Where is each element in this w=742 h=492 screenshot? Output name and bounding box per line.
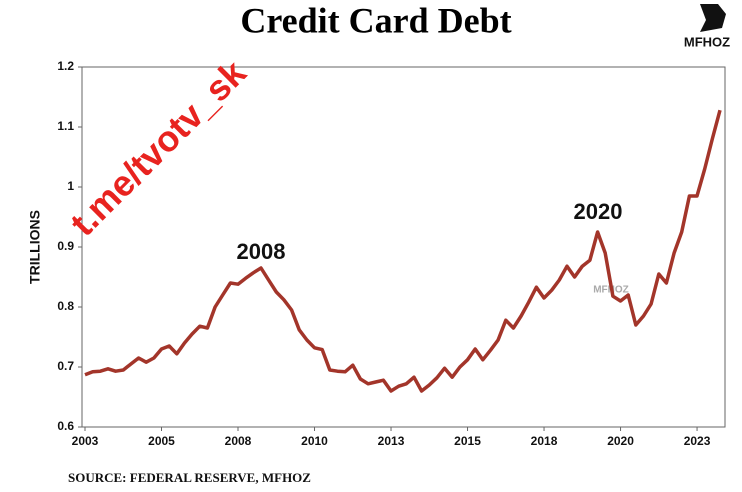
x-tick-label: 2013 <box>378 434 405 448</box>
brand-logo: MFHOZ <box>684 34 730 49</box>
line-series <box>84 109 722 393</box>
x-tick-label: 2015 <box>454 434 481 448</box>
annotation: 2008 <box>237 239 286 264</box>
y-tick-label: 1 <box>67 179 74 193</box>
y-tick-label: 0.7 <box>57 359 74 373</box>
annotation: 2020 <box>574 199 623 224</box>
y-tick-label: 1.2 <box>57 59 74 73</box>
y-axis-label: TRILLIONS <box>27 210 43 284</box>
y-tick-label: 0.8 <box>57 299 74 313</box>
logo-icon <box>700 4 726 32</box>
chart-title: Credit Card Debt <box>240 0 511 40</box>
watermark: t.me/tvotv_sk <box>62 51 254 243</box>
logo <box>700 4 726 32</box>
y-tick-label: 0.6 <box>57 419 74 433</box>
x-tick-label: 2023 <box>684 434 711 448</box>
x-tick-label: 2005 <box>148 434 175 448</box>
x-tick-label: 2003 <box>72 434 99 448</box>
source-note: SOURCE: FEDERAL RESERVE, MFHOZ <box>68 470 311 485</box>
y-tick-label: 0.9 <box>57 239 74 253</box>
y-tick-label: 1.1 <box>57 119 74 133</box>
x-tick-label: 2010 <box>301 434 328 448</box>
x-tick-label: 2008 <box>225 434 252 448</box>
x-tick-label: 2018 <box>531 434 558 448</box>
x-tick-label: 2020 <box>607 434 634 448</box>
